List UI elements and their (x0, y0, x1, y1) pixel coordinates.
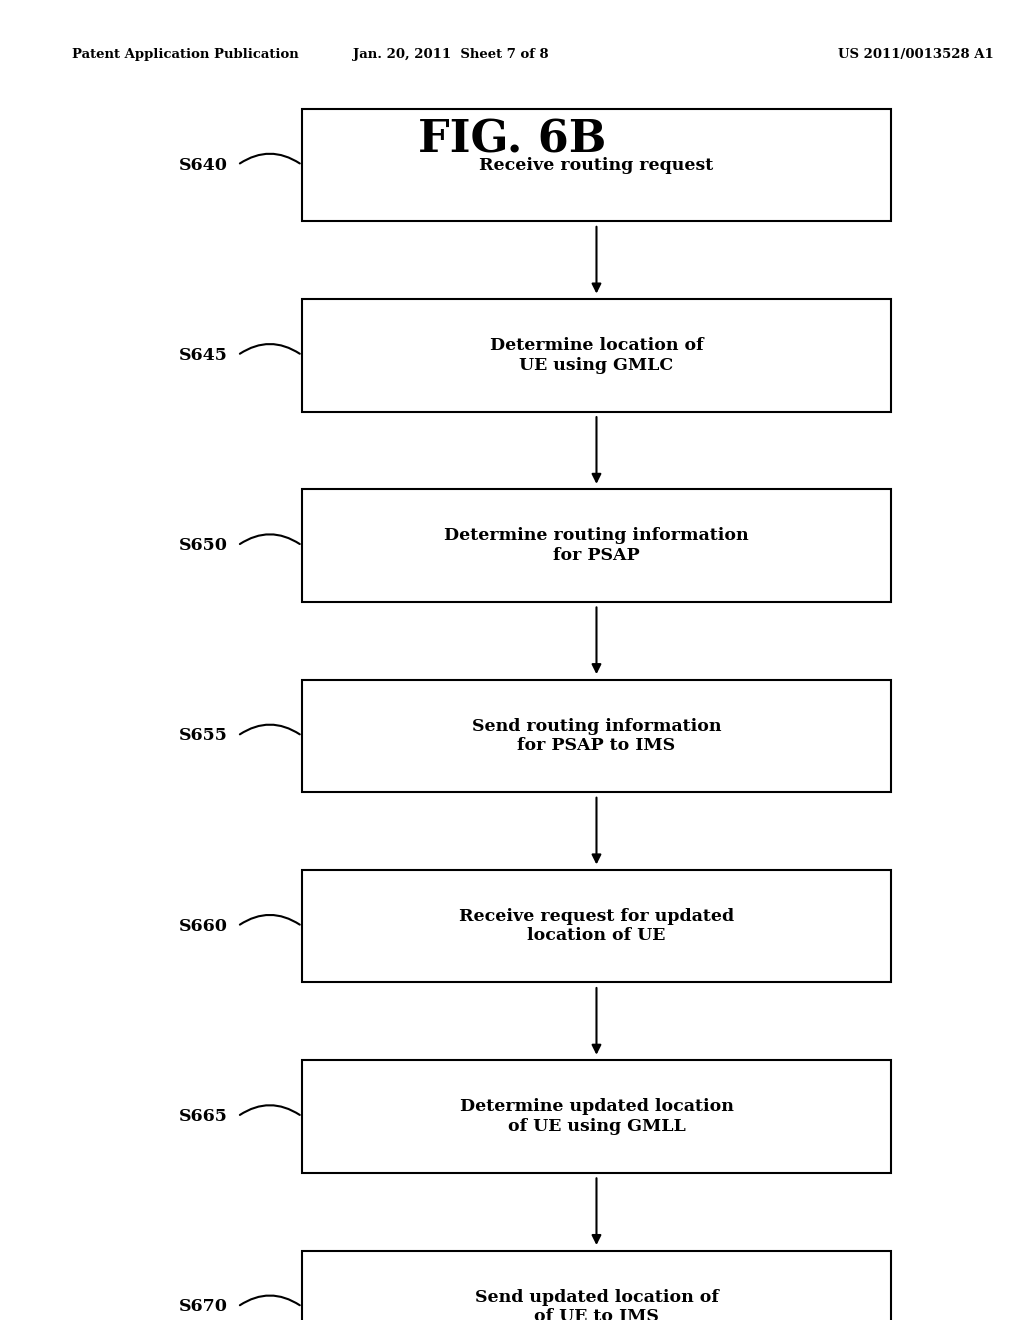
FancyBboxPatch shape (302, 870, 891, 982)
Text: Receive request for updated
location of UE: Receive request for updated location of … (459, 908, 734, 945)
Text: Determine updated location
of UE using GMLL: Determine updated location of UE using G… (460, 1098, 733, 1135)
Text: Send routing information
for PSAP to IMS: Send routing information for PSAP to IMS (472, 718, 721, 754)
FancyBboxPatch shape (302, 1060, 891, 1172)
FancyBboxPatch shape (302, 1250, 891, 1320)
Text: S655: S655 (179, 727, 228, 744)
Text: S645: S645 (179, 347, 228, 364)
Text: FIG. 6B: FIG. 6B (418, 119, 606, 162)
FancyBboxPatch shape (302, 108, 891, 222)
Text: S660: S660 (179, 917, 228, 935)
Text: US 2011/0013528 A1: US 2011/0013528 A1 (838, 48, 993, 61)
Text: Patent Application Publication: Patent Application Publication (72, 48, 298, 61)
Text: S665: S665 (179, 1107, 228, 1125)
Text: Jan. 20, 2011  Sheet 7 of 8: Jan. 20, 2011 Sheet 7 of 8 (352, 48, 549, 61)
FancyBboxPatch shape (302, 490, 891, 602)
FancyBboxPatch shape (302, 680, 891, 792)
Text: S650: S650 (179, 537, 228, 554)
FancyBboxPatch shape (302, 300, 891, 412)
Text: S670: S670 (179, 1299, 228, 1315)
Text: Receive routing request: Receive routing request (479, 157, 714, 173)
Text: Send updated location of
of UE to IMS: Send updated location of of UE to IMS (474, 1288, 719, 1320)
Text: Determine routing information
for PSAP: Determine routing information for PSAP (444, 527, 749, 564)
Text: Determine location of
UE using GMLC: Determine location of UE using GMLC (489, 337, 703, 374)
Text: S640: S640 (179, 157, 228, 173)
